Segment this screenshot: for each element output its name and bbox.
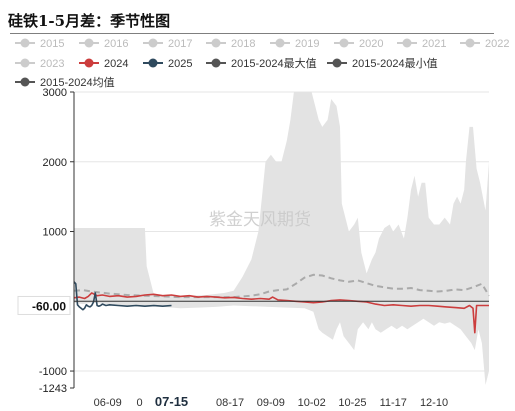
- legend-label: 2018: [231, 38, 255, 50]
- legend-marker-dot: [20, 77, 30, 87]
- legend-label: 2019: [295, 38, 319, 50]
- legend-label: 2016: [104, 38, 128, 50]
- x-tick-label: 0: [137, 397, 143, 409]
- y-tick-label: 2000: [43, 157, 67, 169]
- series-line-2015-2024均值: [73, 273, 490, 299]
- legend-label: 2015-2024均值: [40, 76, 115, 89]
- legend-marker-dot: [20, 38, 30, 48]
- y-tick-label: 1000: [43, 227, 67, 239]
- legend-label: 2022: [485, 38, 509, 50]
- min-max-band: [74, 92, 489, 385]
- current-value-badge: [17, 295, 71, 315]
- legend-marker-dot: [20, 58, 30, 68]
- chart-title: 硅铁1-5月差：季节性图: [8, 12, 171, 30]
- y-tick-label: -1243: [39, 383, 67, 395]
- current-value-label: -60.00: [32, 299, 66, 313]
- x-tick-label: 06-09: [94, 397, 122, 409]
- legend-marker-dot: [402, 38, 412, 48]
- y-tick-label: 3000: [43, 87, 67, 99]
- legend-label: 2015-2024最大值: [231, 56, 317, 70]
- series-line-2025: [73, 281, 172, 311]
- x-tick-label: 07-15: [155, 394, 188, 409]
- title-divider: [10, 33, 494, 34]
- legend-marker-dot: [84, 58, 94, 68]
- y-tick-label: -1000: [39, 366, 67, 378]
- legend-label: 2023: [40, 58, 64, 70]
- max-min-area: [74, 92, 489, 385]
- legend-marker-dot: [211, 58, 221, 68]
- x-tick-label: 12-10: [420, 397, 448, 409]
- legend-marker-dot: [275, 38, 285, 48]
- series-lines: [73, 273, 490, 334]
- legend-label: 2015-2024最小值: [352, 57, 438, 70]
- legend-marker-dot: [339, 38, 349, 48]
- legend-label: 2024: [104, 58, 128, 70]
- legend-marker-dot: [84, 38, 94, 48]
- axes: 3000 2000 1000 -1000 -1243 -60.00 06-09 0 07-15 0…: [17, 87, 489, 409]
- legend-label: 2015: [40, 38, 64, 50]
- legend-marker-dot: [211, 38, 221, 48]
- legend-label: 2017: [168, 38, 192, 50]
- legend-label: 2020: [359, 38, 383, 50]
- legend-marker-dot: [465, 38, 475, 48]
- x-tick-label: 11-17: [380, 397, 407, 409]
- x-tick-label: 08-17: [216, 397, 244, 409]
- legend-marker-dot: [148, 38, 158, 48]
- x-tick-label: 10-25: [338, 397, 366, 409]
- legend-marker-dot: [148, 58, 158, 68]
- x-tick-label: 09-09: [257, 397, 285, 409]
- legend-label: 2021: [422, 38, 446, 50]
- legend-marker-dot: [332, 58, 342, 68]
- watermark: 紫金天风期货: [209, 210, 311, 230]
- series-line-2024: [73, 292, 489, 334]
- x-tick-label: 10-02: [298, 397, 326, 409]
- legend-label: 2025: [168, 58, 192, 70]
- legend: 2015 2016 2017 2018 2019 2020 2021 2022 2023 2024…: [15, 38, 509, 89]
